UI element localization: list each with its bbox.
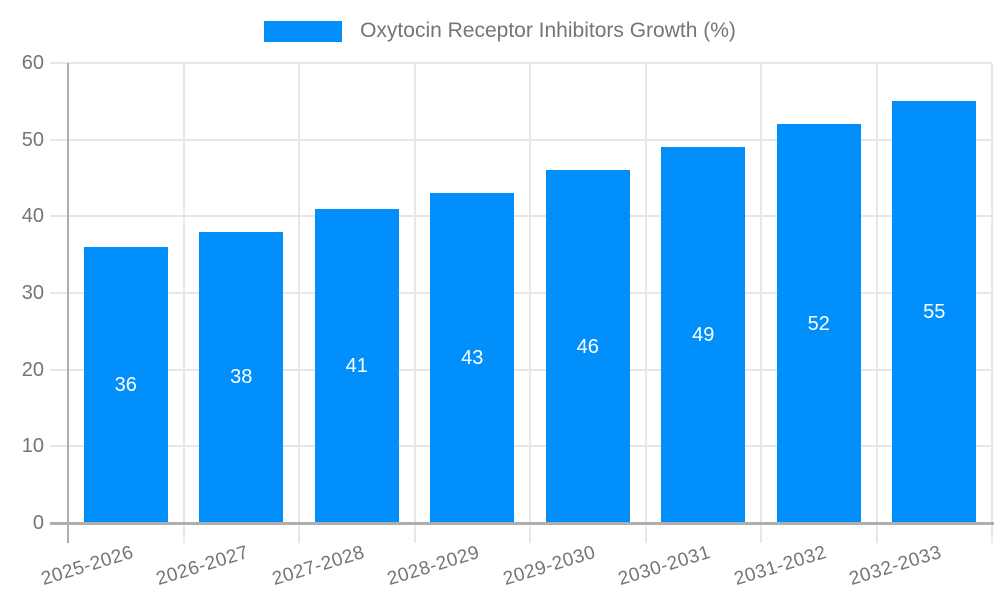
bar[interactable]: 46: [545, 170, 630, 523]
gridline-vertical: [413, 63, 416, 543]
bar-value-label: 49: [692, 324, 715, 347]
bar[interactable]: 38: [199, 231, 284, 523]
y-axis-line: [67, 63, 69, 543]
legend-label: Oxytocin Receptor Inhibitors Growth (%): [360, 19, 736, 42]
bar-value-label: 52: [807, 312, 830, 335]
gridline-vertical: [875, 63, 878, 543]
x-axis-line: [50, 522, 994, 525]
gridline-horizontal: [50, 138, 992, 141]
bar-value-label: 38: [230, 366, 253, 389]
bar[interactable]: 55: [892, 101, 977, 523]
y-tick-label: 40: [21, 205, 44, 228]
legend[interactable]: Oxytocin Receptor Inhibitors Growth (%): [0, 19, 1000, 43]
gridline-vertical: [182, 63, 185, 543]
y-tick-label: 0: [32, 512, 44, 534]
gridline-horizontal: [50, 215, 992, 218]
bar[interactable]: 49: [661, 147, 746, 523]
bar[interactable]: 43: [430, 193, 515, 523]
gridline-horizontal: [50, 368, 992, 371]
bar[interactable]: 36: [83, 247, 168, 523]
gridline-vertical: [298, 63, 300, 543]
y-tick-label: 10: [21, 435, 44, 458]
y-tick-label: 20: [21, 358, 44, 381]
gridline-vertical: [529, 63, 531, 543]
gridline-vertical: [644, 63, 647, 543]
bar-value-label: 41: [345, 354, 368, 377]
bar-value-label: 43: [461, 347, 484, 370]
y-tick-label: 30: [21, 282, 44, 304]
gridline-horizontal: [50, 445, 992, 448]
bar-value-label: 55: [923, 301, 946, 324]
bar[interactable]: 41: [314, 208, 399, 523]
gridline-horizontal: [50, 292, 992, 294]
bar-value-label: 46: [576, 335, 599, 358]
bar[interactable]: 52: [776, 124, 861, 523]
gridline-vertical: [760, 63, 762, 543]
legend-swatch-icon: [264, 20, 343, 42]
y-tick-label: 50: [21, 128, 44, 151]
y-tick-label: 60: [21, 52, 44, 74]
gridline-vertical: [991, 63, 993, 543]
gridline-horizontal: [50, 62, 992, 64]
bar-value-label: 36: [114, 374, 137, 396]
